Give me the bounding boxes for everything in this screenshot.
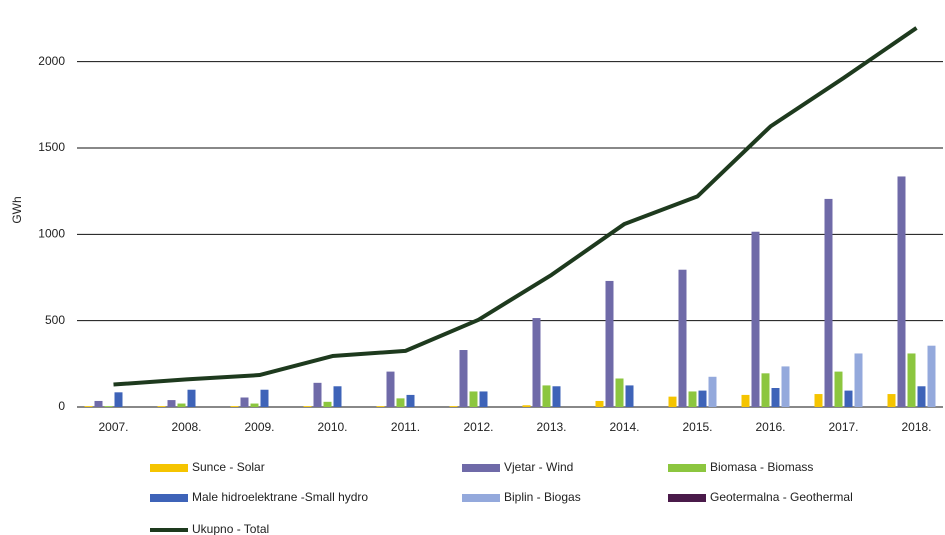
- legend-swatch: [150, 464, 188, 472]
- bar: [187, 389, 196, 407]
- bar: [834, 371, 843, 407]
- x-tick-label: 2007.: [98, 420, 128, 434]
- bar: [522, 405, 531, 407]
- bar: [625, 385, 634, 407]
- bar: [897, 176, 906, 407]
- bar: [469, 391, 478, 407]
- x-tick-label: 2017.: [828, 420, 858, 434]
- legend-swatch: [668, 494, 706, 502]
- bar: [887, 394, 896, 407]
- legend-label: Sunce - Solar: [192, 460, 265, 474]
- bar: [927, 345, 936, 407]
- bar: [313, 382, 322, 407]
- bar: [708, 376, 717, 407]
- x-tick-label: 2015.: [682, 420, 712, 434]
- bar: [781, 366, 790, 407]
- bar: [376, 406, 385, 407]
- bar: [114, 392, 123, 407]
- legend-label: Geotermalna - Geothermal: [710, 490, 853, 504]
- bar: [396, 398, 405, 407]
- bar: [240, 397, 249, 407]
- y-axis-label: GWh: [10, 196, 24, 223]
- legend-label: Biomasa - Biomass: [710, 460, 813, 474]
- bar: [615, 378, 624, 407]
- legend-swatch: [462, 494, 500, 502]
- bar: [844, 390, 853, 407]
- x-tick-label: 2009.: [244, 420, 274, 434]
- y-tick-label: 2000: [38, 54, 65, 68]
- x-tick-label: 2011.: [391, 420, 420, 434]
- bar: [605, 280, 614, 407]
- bar: [230, 406, 239, 407]
- y-tick-label: 0: [58, 399, 65, 413]
- bar: [449, 406, 458, 407]
- bar: [751, 231, 760, 407]
- legend-label: Ukupno - Total: [192, 522, 269, 535]
- legend-swatch: [150, 494, 188, 502]
- bar: [386, 371, 395, 407]
- bar: [157, 406, 166, 407]
- bar: [814, 394, 823, 407]
- bar: [260, 389, 269, 407]
- bar: [907, 353, 916, 407]
- bar: [104, 406, 113, 407]
- bar: [741, 394, 750, 407]
- x-tick-label: 2010.: [317, 420, 347, 434]
- bar: [854, 353, 863, 407]
- y-tick-label: 500: [45, 313, 65, 327]
- legend-label: Vjetar - Wind: [504, 460, 573, 474]
- bar: [595, 400, 604, 407]
- bar: [688, 391, 697, 407]
- bar: [167, 400, 176, 407]
- bar: [668, 396, 677, 407]
- legend-label: Male hidroelektrane -Small hydro: [192, 490, 368, 504]
- y-tick-label: 1000: [38, 226, 65, 240]
- x-tick-label: 2016.: [755, 420, 785, 434]
- y-tick-label: 1500: [38, 140, 65, 154]
- bar: [698, 390, 707, 407]
- bar: [824, 198, 833, 407]
- legend-swatch: [462, 464, 500, 472]
- bar: [761, 373, 770, 407]
- bar: [917, 386, 926, 407]
- bar: [406, 394, 415, 407]
- bar: [84, 406, 93, 407]
- x-tick-label: 2013.: [536, 420, 566, 434]
- x-tick-label: 2008.: [171, 420, 201, 434]
- bar: [479, 391, 488, 407]
- bar: [552, 386, 561, 407]
- bar: [459, 350, 468, 407]
- bar: [771, 388, 780, 407]
- bar: [333, 386, 342, 407]
- bar: [678, 269, 687, 407]
- x-tick-label: 2012.: [463, 420, 493, 434]
- bar: [323, 401, 332, 407]
- legend-swatch: [668, 464, 706, 472]
- x-tick-label: 2014.: [609, 420, 639, 434]
- bar: [542, 385, 551, 407]
- bar: [303, 406, 312, 407]
- bar: [177, 403, 186, 407]
- x-tick-label: 2018.: [901, 420, 931, 434]
- line: [113, 26, 918, 387]
- bar: [532, 318, 541, 407]
- bar: [250, 403, 259, 407]
- legend-label: Biplin - Biogas: [504, 490, 581, 504]
- bar: [94, 400, 103, 407]
